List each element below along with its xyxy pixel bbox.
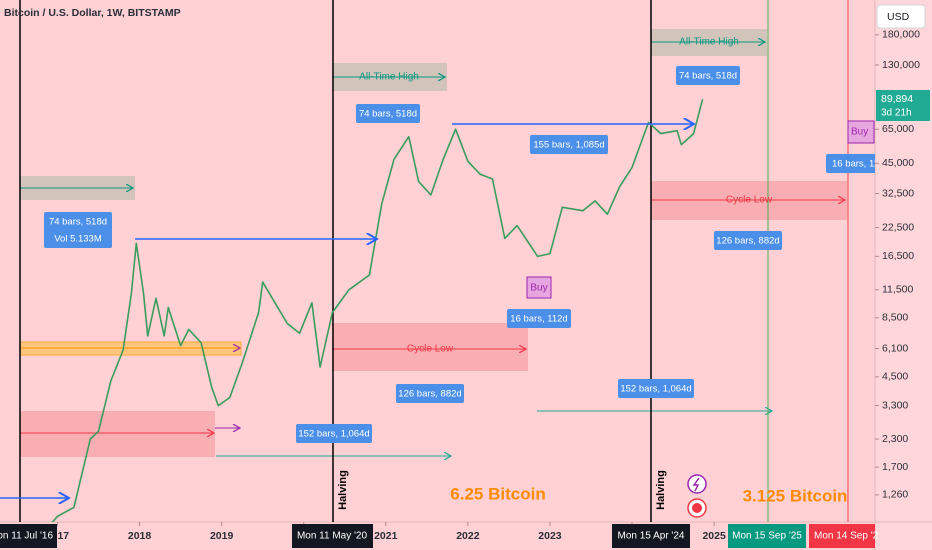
annotation: 74 bars, 518d bbox=[49, 217, 107, 228]
annotation: Halving bbox=[337, 470, 349, 510]
measure-label bbox=[714, 231, 782, 250]
y-tick-label: 22,500 bbox=[882, 221, 914, 233]
drawings: All-Time High All-Time High Cycle Low Cy… bbox=[0, 0, 879, 522]
measure-label bbox=[44, 212, 112, 248]
y-tick-label: 130,000 bbox=[882, 59, 920, 71]
price-line bbox=[51, 98, 704, 522]
cycle-box bbox=[20, 411, 215, 457]
currency: USD bbox=[887, 11, 910, 23]
annotation: Cycle Low bbox=[726, 195, 773, 206]
y-tick-label: 32,500 bbox=[882, 187, 914, 199]
date-marker bbox=[292, 524, 373, 548]
annotation: 74 bars, 518d bbox=[679, 71, 737, 82]
buy-box bbox=[847, 120, 875, 144]
countdown: 3d 21h bbox=[881, 108, 912, 119]
measure-label bbox=[676, 66, 740, 85]
buy-box bbox=[526, 276, 552, 299]
annotation: 74 bars, 518d bbox=[359, 109, 417, 120]
measure-label bbox=[356, 104, 420, 123]
annotation: 155 bars, 1,085d bbox=[533, 140, 604, 151]
y-tick-label: 8,500 bbox=[882, 312, 908, 324]
annotation: Vol 5.133M bbox=[54, 234, 102, 245]
series-layer bbox=[51, 98, 704, 522]
date-marker bbox=[612, 524, 690, 548]
y-tick-label: 1,700 bbox=[882, 461, 908, 473]
measure-label bbox=[507, 309, 571, 328]
currency-button[interactable] bbox=[876, 4, 926, 29]
annotation: Halving bbox=[655, 470, 667, 510]
annotation: 3.125 Bitcoin bbox=[743, 486, 848, 505]
date-marker bbox=[809, 524, 875, 548]
y-tick-label: 65,000 bbox=[882, 123, 914, 135]
measure-label bbox=[396, 384, 464, 403]
y-tick-label: 3,300 bbox=[882, 399, 908, 411]
date-marker bbox=[0, 524, 57, 548]
event-icon-glyph bbox=[692, 477, 700, 492]
y-tick-label: 6,100 bbox=[882, 342, 908, 354]
annotation: 16 bars, 112d bbox=[510, 314, 567, 325]
measure-label bbox=[618, 379, 694, 398]
annotation: Buy bbox=[851, 127, 868, 138]
date-marker-label: Mon 11 May '20 bbox=[297, 531, 368, 542]
y-tick-label: 45,000 bbox=[882, 157, 914, 169]
date-marker-label: Mon 15 Sep '25 bbox=[732, 531, 802, 542]
date-marker bbox=[728, 524, 806, 548]
annotation: 16 bars, 11 bbox=[832, 159, 879, 170]
x-tick-label: 2018 bbox=[128, 530, 152, 542]
annotation: 6.25 Bitcoin bbox=[450, 484, 545, 503]
annotation: 152 bars, 1,064d bbox=[620, 384, 691, 395]
last-price: 89,894 bbox=[881, 93, 913, 105]
annotation: Cycle Low bbox=[407, 344, 454, 355]
annotation: Buy bbox=[530, 283, 547, 294]
annotation: 126 bars, 882d bbox=[716, 236, 779, 247]
x-tick-label: 2022 bbox=[456, 530, 480, 542]
measure-label bbox=[826, 154, 875, 173]
x-tick-label: 2023 bbox=[538, 530, 562, 542]
annotation: All-Time High bbox=[679, 37, 739, 48]
y-tick-label: 11,500 bbox=[882, 284, 913, 296]
x-tick-label: 2025 bbox=[702, 530, 726, 542]
event-icon[interactable] bbox=[687, 474, 707, 494]
date-marker-label: Mon 11 Jul '16 bbox=[0, 531, 53, 542]
y-tick-label: 1,260 bbox=[882, 489, 908, 501]
chart-title: Bitcoin / U.S. Dollar, 1W, BITSTAMP bbox=[4, 7, 181, 19]
event-icon-glyph bbox=[692, 503, 702, 513]
cycle-box bbox=[332, 323, 528, 371]
annotation: 126 bars, 882d bbox=[398, 389, 461, 400]
annotation: All-Time High bbox=[359, 72, 419, 83]
date-marker-label: Mon 15 Apr '24 bbox=[618, 531, 685, 542]
y-tick-label: 180,000 bbox=[882, 29, 920, 41]
y-tick-label: 16,500 bbox=[882, 250, 914, 262]
y-tick-label: 2,300 bbox=[882, 433, 908, 445]
measure-label bbox=[296, 424, 372, 443]
annotation: 152 bars, 1,064d bbox=[298, 429, 369, 440]
x-tick-label: 2019 bbox=[210, 530, 234, 542]
x-tick-label: 2021 bbox=[374, 530, 398, 542]
date-marker-label: Mon 14 Sep '2 bbox=[814, 531, 879, 542]
measure-label bbox=[530, 135, 608, 154]
y-tick-label: 4,500 bbox=[882, 371, 908, 383]
last-price-box bbox=[876, 90, 930, 121]
